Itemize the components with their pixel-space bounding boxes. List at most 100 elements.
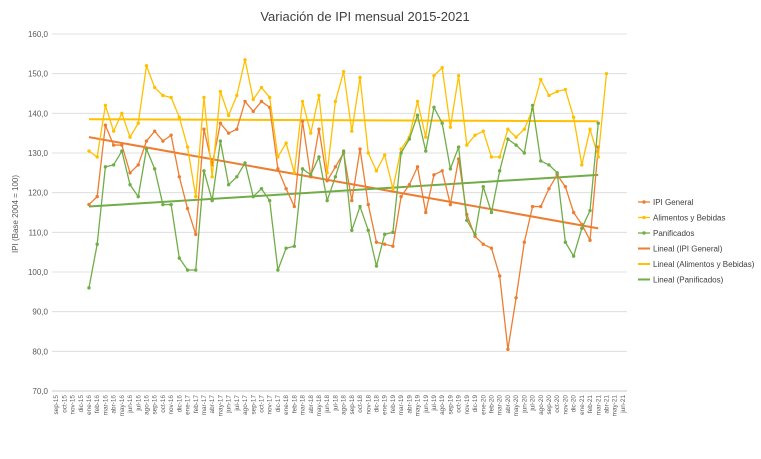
data-point bbox=[153, 86, 156, 89]
data-point bbox=[87, 149, 90, 152]
data-point bbox=[506, 137, 509, 140]
x-tick-label: mar-16 bbox=[102, 395, 109, 416]
data-point bbox=[161, 203, 164, 206]
trendline bbox=[89, 175, 598, 207]
data-point bbox=[432, 106, 435, 109]
data-point bbox=[120, 143, 123, 146]
data-point bbox=[531, 205, 534, 208]
x-tick-label: may-20 bbox=[513, 395, 520, 417]
x-tick-label: jun-21 bbox=[620, 395, 627, 414]
x-tick-label: ago-19 bbox=[439, 395, 446, 415]
data-point bbox=[482, 243, 485, 246]
data-point bbox=[334, 165, 337, 168]
data-point bbox=[243, 58, 246, 61]
data-point bbox=[252, 98, 255, 101]
x-tick-label: sep-16 bbox=[152, 395, 159, 415]
data-point bbox=[145, 147, 148, 150]
data-point bbox=[161, 139, 164, 142]
data-point bbox=[293, 171, 296, 174]
data-point bbox=[309, 173, 312, 176]
x-tick-label: mar-21 bbox=[595, 395, 602, 416]
legend-marker bbox=[642, 231, 645, 234]
y-tick-label: 140,0 bbox=[28, 109, 49, 118]
data-point bbox=[399, 151, 402, 154]
data-point bbox=[416, 165, 419, 168]
data-point bbox=[399, 195, 402, 198]
data-point bbox=[104, 165, 107, 168]
legend-marker bbox=[642, 216, 645, 219]
data-point bbox=[449, 126, 452, 129]
data-point bbox=[547, 163, 550, 166]
x-tick-label: jun-16 bbox=[127, 395, 134, 414]
data-point bbox=[169, 96, 172, 99]
data-point bbox=[465, 143, 468, 146]
data-point bbox=[260, 100, 263, 103]
data-point bbox=[408, 183, 411, 186]
data-point bbox=[424, 211, 427, 214]
data-point bbox=[350, 229, 353, 232]
y-tick-label: 110,0 bbox=[29, 228, 49, 237]
data-point bbox=[202, 96, 205, 99]
data-point bbox=[153, 167, 156, 170]
data-point bbox=[572, 254, 575, 257]
data-point bbox=[588, 128, 591, 131]
data-point bbox=[87, 203, 90, 206]
data-point bbox=[416, 114, 419, 117]
y-tick-label: 100,0 bbox=[28, 268, 49, 277]
legend-marker bbox=[642, 200, 645, 203]
series-lines bbox=[87, 58, 608, 351]
data-point bbox=[449, 203, 452, 206]
data-point bbox=[235, 175, 238, 178]
x-tick-label: feb-16 bbox=[94, 395, 101, 414]
data-point bbox=[104, 124, 107, 127]
data-point bbox=[539, 78, 542, 81]
data-point bbox=[572, 211, 575, 214]
legend-label: Lineal (IPI General) bbox=[653, 245, 723, 254]
data-point bbox=[87, 286, 90, 289]
x-tick-label: oct-15 bbox=[61, 395, 68, 413]
data-point bbox=[153, 129, 156, 132]
data-point bbox=[317, 128, 320, 131]
data-point bbox=[383, 233, 386, 236]
x-tick-label: feb-21 bbox=[587, 395, 594, 414]
data-point bbox=[317, 94, 320, 97]
x-tick-label: abr-19 bbox=[406, 395, 413, 414]
chart-container: Variación de IPI mensual 2015-2021 IPI (… bbox=[0, 0, 761, 459]
y-tick-label: 150,0 bbox=[28, 70, 49, 79]
data-point bbox=[334, 175, 337, 178]
data-point bbox=[293, 205, 296, 208]
data-point bbox=[95, 195, 98, 198]
x-tick-label: ene-19 bbox=[382, 395, 389, 415]
data-point bbox=[564, 241, 567, 244]
data-point bbox=[145, 139, 148, 142]
data-point bbox=[293, 245, 296, 248]
x-tick-label: nov-15 bbox=[70, 395, 77, 415]
data-point bbox=[597, 122, 600, 125]
data-point bbox=[416, 100, 419, 103]
x-tick-label: may-16 bbox=[119, 395, 126, 417]
data-point bbox=[580, 163, 583, 166]
data-point bbox=[252, 195, 255, 198]
x-tick-label: jun-18 bbox=[324, 395, 331, 414]
data-point bbox=[137, 195, 140, 198]
data-point bbox=[186, 268, 189, 271]
data-point bbox=[227, 183, 230, 186]
data-point bbox=[137, 122, 140, 125]
data-point bbox=[210, 175, 213, 178]
x-tick-label: abr-17 bbox=[209, 395, 216, 414]
data-point bbox=[523, 241, 526, 244]
data-point bbox=[367, 203, 370, 206]
x-tick-label: ago-20 bbox=[538, 395, 545, 415]
data-point bbox=[605, 72, 608, 75]
data-point bbox=[260, 187, 263, 190]
x-tick-label: ene-20 bbox=[480, 395, 487, 415]
data-point bbox=[186, 207, 189, 210]
x-tick-label: dic-15 bbox=[78, 395, 85, 413]
x-tick-label: mar-17 bbox=[201, 395, 208, 416]
x-tick-label: sep-17 bbox=[250, 395, 257, 415]
x-tick-label: dic-16 bbox=[176, 395, 183, 413]
data-point bbox=[112, 163, 115, 166]
data-point bbox=[325, 199, 328, 202]
data-point bbox=[408, 137, 411, 140]
data-point bbox=[128, 135, 131, 138]
